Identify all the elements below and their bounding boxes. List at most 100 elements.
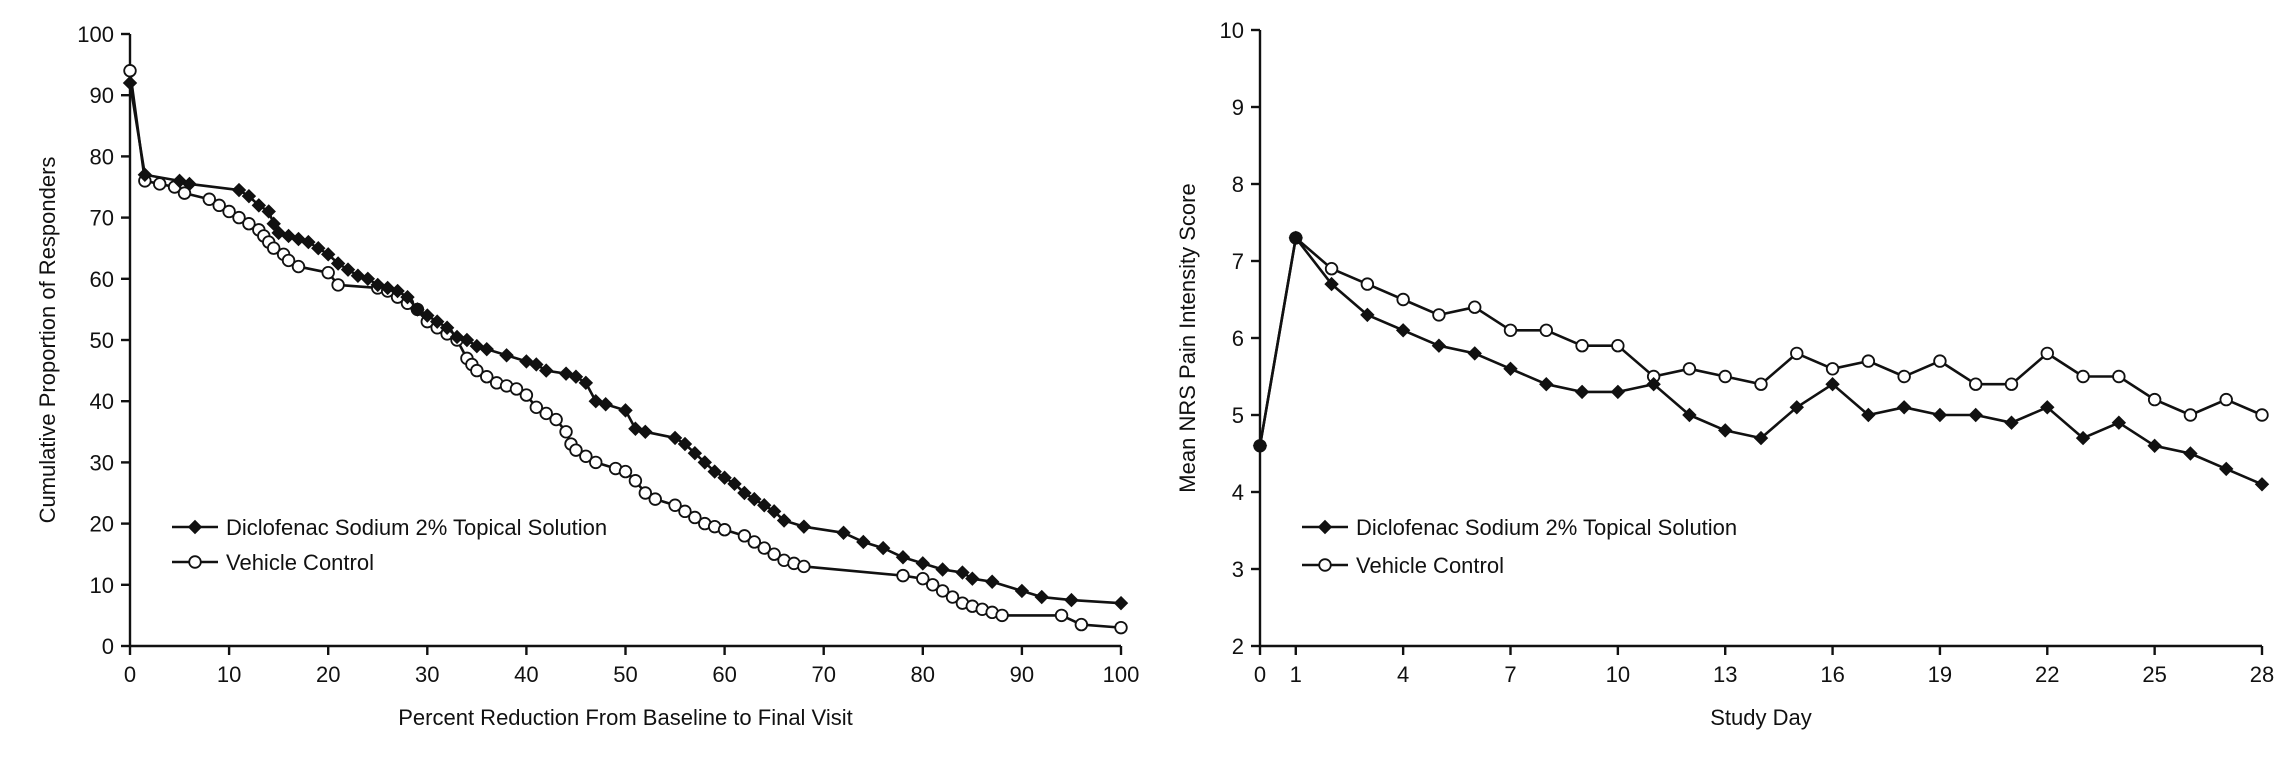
data-point	[737, 529, 752, 543]
data-point	[1432, 308, 1446, 322]
y-tick-label: 20	[90, 512, 114, 537]
data-point	[291, 259, 306, 274]
data-point	[153, 177, 167, 191]
legend-item: Vehicle Control	[1302, 553, 1504, 578]
y-tick-label: 40	[90, 389, 114, 414]
y-tick-label: 7	[1232, 249, 1244, 274]
data-point	[1431, 338, 1447, 353]
data-point	[995, 608, 1009, 623]
data-point	[796, 519, 812, 534]
data-point	[2219, 392, 2233, 407]
data-point	[331, 278, 345, 292]
x-tick-label: 80	[911, 662, 935, 687]
x-tick-label: 10	[1606, 662, 1630, 687]
data-point	[1360, 307, 1375, 323]
data-point	[1360, 277, 1375, 291]
series-vehicle-control	[123, 64, 1128, 635]
data-point	[1054, 608, 1069, 623]
legend: Diclofenac Sodium 2% Topical Solution Veh…	[172, 515, 607, 575]
data-point	[638, 486, 653, 500]
data-point	[539, 406, 553, 421]
data-point	[618, 403, 633, 418]
data-point	[926, 578, 940, 592]
data-point	[2076, 369, 2090, 384]
data-point	[529, 357, 544, 372]
data-point	[2075, 430, 2091, 446]
legend-item: Diclofenac Sodium 2% Topical Solution	[172, 515, 607, 540]
legend-marker	[1318, 558, 1332, 572]
legend-label: Diclofenac Sodium 2% Topical Solution	[226, 515, 607, 540]
y-tick-label: 10	[90, 573, 114, 598]
data-point	[2111, 415, 2127, 430]
data-point	[1074, 617, 1089, 632]
data-point	[529, 400, 544, 415]
data-point	[509, 382, 524, 396]
data-point	[568, 369, 584, 384]
chart-right: 2 3 4 5 6 7 8 9 10 0 1 4 7 10 13 16 19 22 25 28 Study Day Mea…	[1175, 18, 2274, 730]
x-axis-title: Study Day	[1710, 705, 1812, 730]
data-point	[935, 562, 950, 577]
data-point	[1503, 361, 1518, 377]
data-point	[519, 388, 534, 402]
data-point	[1113, 595, 1129, 611]
data-point	[301, 234, 316, 250]
data-point	[747, 491, 762, 507]
legend-label: Vehicle Control	[226, 550, 374, 575]
series-line	[1258, 236, 2263, 447]
data-point	[757, 498, 772, 513]
data-point	[1034, 589, 1049, 605]
x-tick-label: 10	[217, 662, 241, 687]
data-point	[321, 265, 335, 280]
data-point	[1933, 354, 1947, 368]
data-point	[598, 397, 613, 412]
data-point	[1790, 346, 1804, 361]
y-tick-label: 60	[90, 267, 114, 292]
data-point	[2183, 446, 2198, 461]
data-point	[945, 590, 960, 604]
data-point	[1539, 376, 1554, 392]
data-point	[1114, 620, 1128, 635]
data-point	[430, 314, 445, 329]
data-point	[182, 176, 197, 192]
data-point	[717, 470, 732, 485]
x-tick-label: 0	[124, 662, 136, 687]
x-tick-label: 28	[2250, 662, 2274, 687]
data-point	[1539, 323, 1553, 338]
data-point	[340, 262, 356, 277]
y-tick-label: 100	[77, 22, 114, 47]
data-point	[559, 425, 573, 439]
data-point	[1503, 323, 1518, 338]
data-point	[688, 510, 702, 525]
legend-label: Vehicle Control	[1356, 553, 1504, 578]
data-point	[266, 241, 281, 255]
data-point	[1014, 583, 1030, 599]
data-point	[266, 216, 281, 231]
data-point	[618, 464, 633, 479]
data-point	[2004, 415, 2019, 430]
x-tick-label: 40	[514, 662, 538, 687]
data-point	[628, 474, 643, 488]
y-tick-label: 70	[90, 206, 114, 231]
data-point	[222, 204, 236, 219]
data-point	[677, 436, 693, 452]
data-point	[757, 541, 771, 555]
data-point	[578, 375, 594, 391]
x-tick-label: 16	[1820, 662, 1844, 687]
data-point	[2183, 408, 2198, 422]
data-point	[638, 424, 653, 440]
data-point	[390, 283, 405, 299]
data-point	[241, 188, 257, 204]
data-point	[439, 320, 455, 335]
data-point	[360, 271, 376, 287]
data-point	[667, 430, 683, 446]
series-diclofenac	[122, 75, 1129, 611]
data-point	[281, 253, 296, 268]
data-point	[2040, 400, 2055, 415]
data-point	[470, 363, 484, 378]
data-point	[1968, 407, 1983, 423]
data-point	[261, 204, 276, 219]
data-point	[1395, 323, 1411, 338]
data-point	[737, 485, 752, 501]
data-point	[2147, 438, 2162, 454]
